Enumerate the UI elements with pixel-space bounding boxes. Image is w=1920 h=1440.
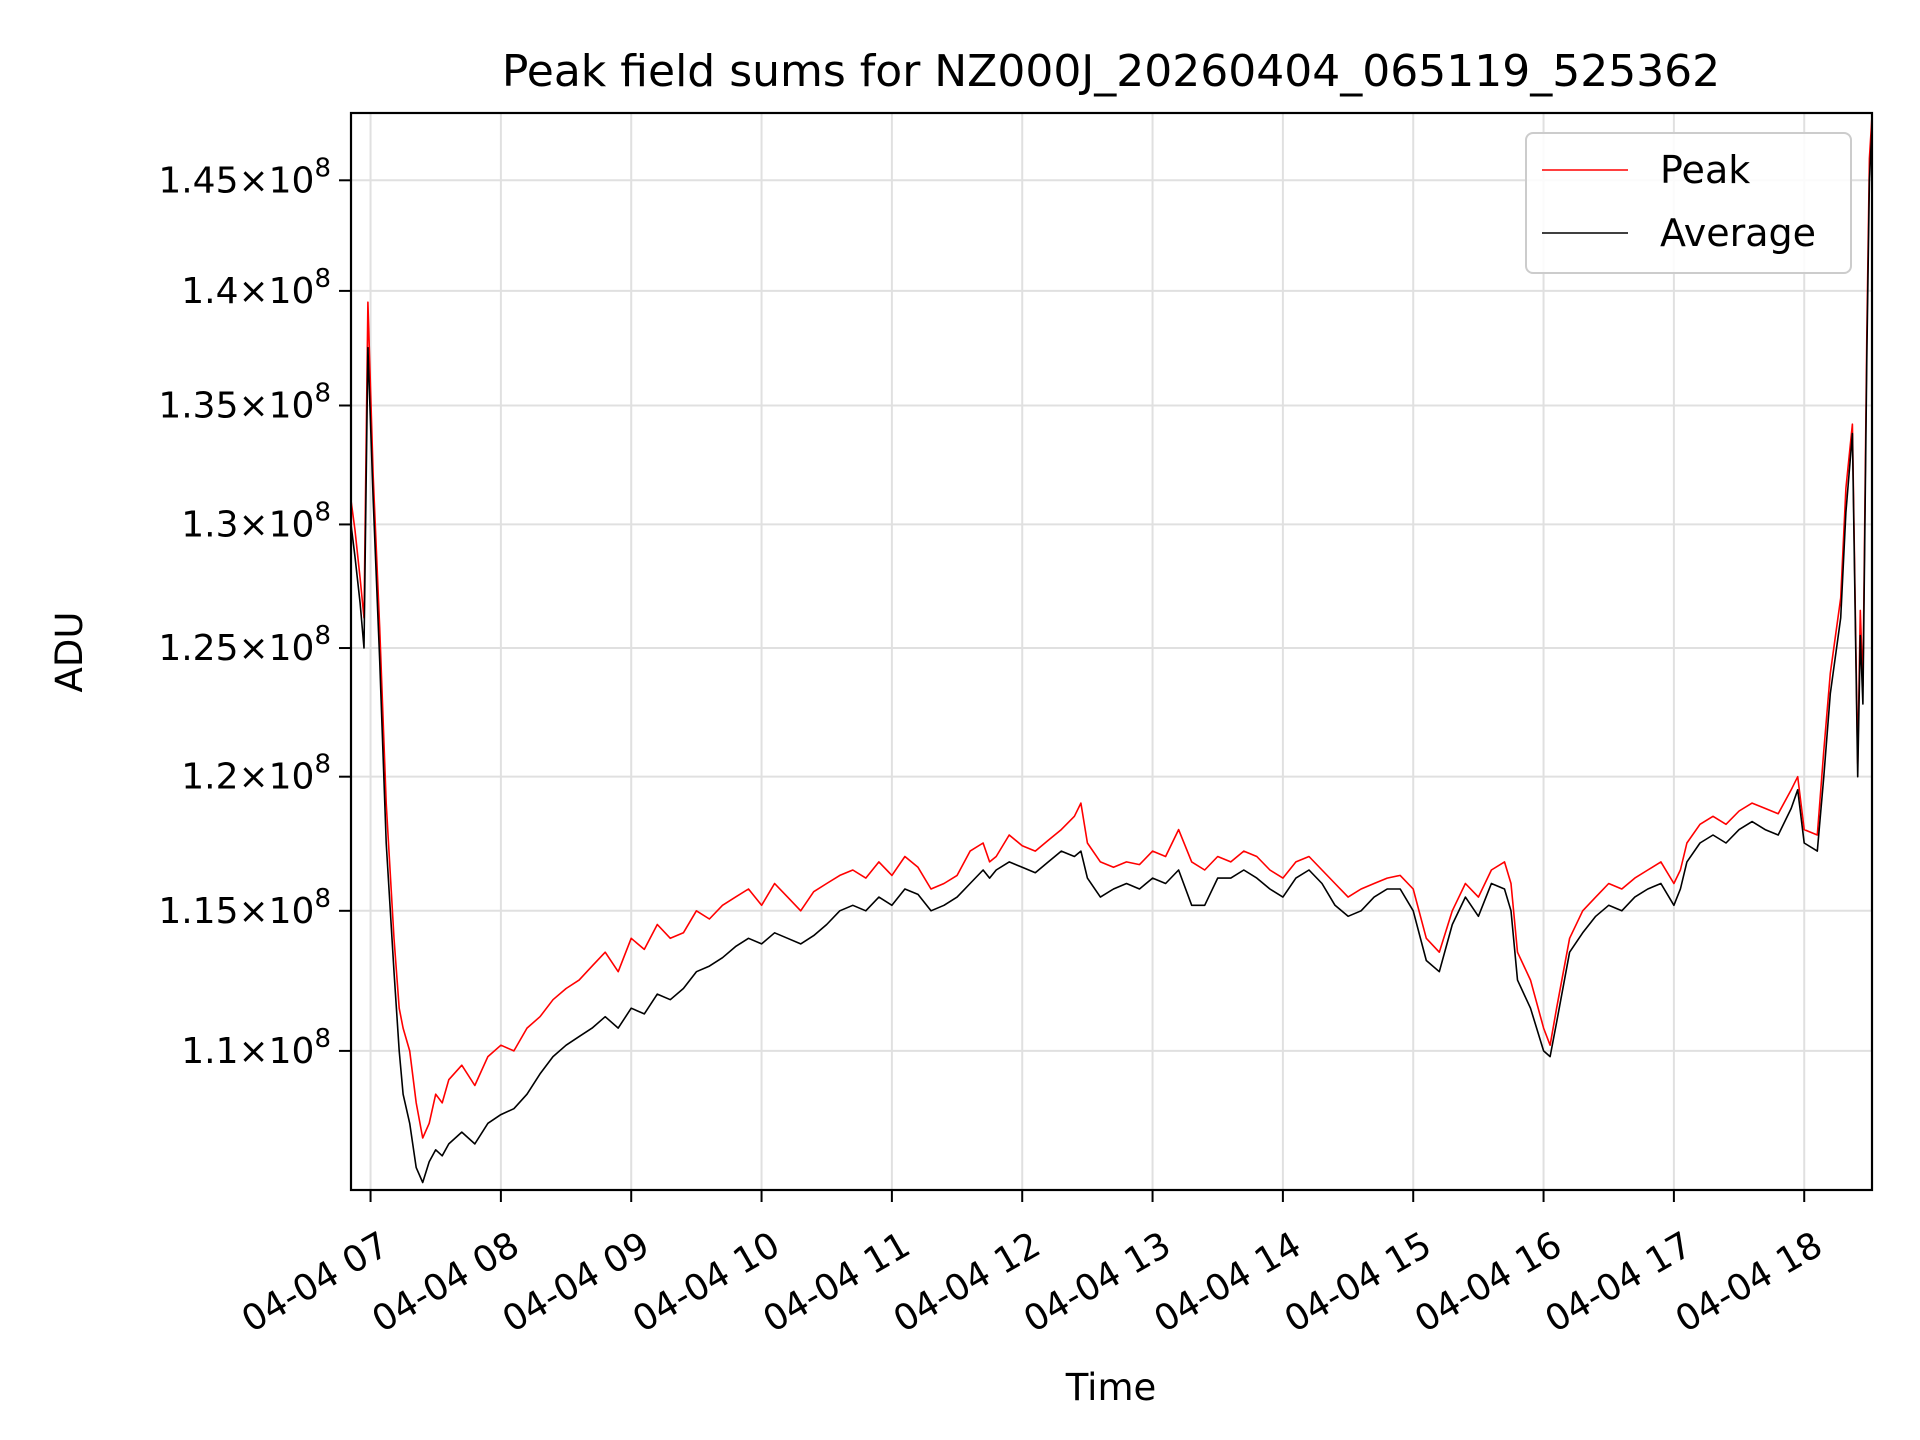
plot-frame — [349, 111, 1874, 1192]
series-line-average — [351, 126, 1872, 1184]
y-axis-label: ADU — [48, 612, 91, 693]
y-tick-label: 1.35×108 — [158, 378, 331, 426]
y-tick-label: 1.25×108 — [158, 621, 331, 669]
legend-label-peak: Peak — [1660, 148, 1750, 192]
y-axis: 1.1×108 1.15×108 1.2×108 1.25×108 1.3×108 1.3… — [158, 153, 351, 1072]
legend-box — [1525, 132, 1852, 274]
legend-label-average: Average — [1660, 211, 1816, 255]
y-tick-label: 1.15×108 — [158, 884, 331, 932]
y-tick-label: 1.3×108 — [181, 497, 331, 545]
series-layer — [351, 115, 1872, 1184]
y-tick-label: 1.45×108 — [158, 153, 331, 201]
x-axis-label: Time — [1065, 1366, 1157, 1409]
legend: Peak Average — [1525, 132, 1852, 274]
chart-title: Peak field sums for NZ000J_20260404_0651… — [502, 46, 1720, 97]
series-line-peak — [351, 115, 1872, 1139]
y-tick-label: 1.1×108 — [181, 1024, 331, 1072]
y-tick-label: 1.2×108 — [181, 750, 331, 798]
y-tick-label: 1.4×108 — [181, 264, 331, 312]
